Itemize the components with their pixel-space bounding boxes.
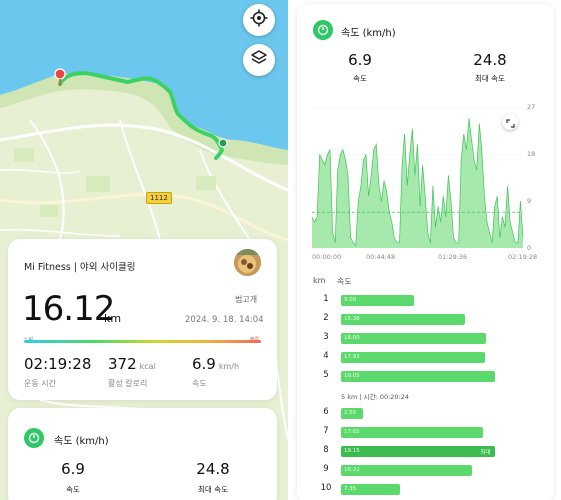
y-tick: 27 [527,103,536,111]
km-split-bar: 2.55 [341,408,363,419]
km-split-bar: 17.65 [341,427,484,438]
km-split-number: 8 [323,445,329,455]
expand-chart-button[interactable] [502,114,518,130]
speed-detail-panel: 속도 (km/h) 6.9 속도 24.8 최대 속도 27 18 9 0 00… [297,4,554,500]
speed-area [312,118,523,249]
location-label: 범고개 [235,295,258,304]
max-speed-value: 24.8 [473,51,507,69]
max-split-tag: 최대 [480,450,491,456]
km-split-number: 3 [323,332,329,342]
road-number-badge: 1112 [146,192,172,204]
segment-note: 5 km | 시간: 00:20:24 [341,393,410,401]
stat-speed-unit: km/h [218,362,240,371]
km-split-speed: 18.00 [344,335,360,341]
km-split-row[interactable]: 4 17.91 [297,350,554,364]
km-split-number: 4 [323,351,329,361]
stat-duration-value: 02:19:28 [24,355,92,373]
stat-duration-label: 운동 시간 [24,379,56,388]
stat-calories-label: 활성 칼로리 [108,379,148,388]
speed-panel-title: 속도 (km/h) [341,28,396,39]
km-split-bar: 18.00 [341,333,487,344]
max-speed-value: 24.8 [196,460,230,478]
km-split-number: 7 [323,426,329,436]
km-split-speed: 2.55 [344,410,357,416]
y-tick: 18 [527,150,536,158]
avatar[interactable] [234,249,261,276]
km-split-speed: 19.15 [344,448,360,454]
km-split-number: 6 [323,407,329,417]
distance-unit: km [104,312,122,325]
activity-summary-card: Mi Fitness | 야외 사이클링 16.12 km 범고개 2024. … [8,239,277,400]
km-split-number: 1 [323,294,329,304]
activity-title: Mi Fitness | 야외 사이클링 [24,262,136,273]
km-split-speed: 19.05 [344,373,360,379]
y-tick: 9 [527,197,532,205]
route-map[interactable] [0,0,288,500]
avg-speed-label: 속도 [353,74,367,83]
km-split-row[interactable]: 2 15.36 [297,312,554,326]
max-speed-label: 최대 속도 [475,74,505,83]
km-split-speed: 17.91 [344,354,360,360]
map-panel: 1112 Mi Fitness | 야외 사이클링 16.12 km 범고개 2… [0,0,288,500]
km-split-speed: 7.35 [344,486,357,492]
km-split-row[interactable]: 7 17.65 [297,425,554,439]
avg-speed-value: 6.9 [348,51,372,69]
km-split-speed: 17.65 [344,429,360,435]
stat-calories-value: 372 kcal [108,355,156,373]
distance-value: 16.12 [22,289,115,329]
km-split-row[interactable]: 6 2.55 [297,406,554,420]
locate-target-icon [250,9,268,31]
km-split-bar: 16.22 [341,465,472,476]
stat-calories-unit: kcal [139,362,156,371]
km-split-row[interactable]: 5 19.05 [297,369,554,383]
km-split-number: 5 [323,370,329,380]
km-split-bar: 7.35 [341,484,401,495]
km-split-row[interactable]: 10 7.35 [297,482,554,496]
km-column-header: km [313,276,326,285]
km-split-bar: 15.36 [341,314,465,325]
km-split-speed: 9.00 [344,297,357,303]
km-split-speed: 16.22 [344,467,360,473]
km-split-bar: 17.91 [341,352,486,363]
layers-button[interactable] [243,44,275,76]
max-speed-label: 최대 속도 [198,485,228,494]
stat-speed-value: 6.9 km/h [192,355,240,373]
layers-icon [250,49,268,71]
speedometer-icon [24,428,44,448]
speedometer-icon [313,20,333,40]
x-tick: 00:00:00 [312,253,342,261]
km-split-number: 2 [323,313,329,323]
speed-line [311,118,524,247]
avg-speed-value: 6.9 [61,460,85,478]
expand-icon [505,113,515,132]
km-split-row[interactable]: 9 16.22 [297,463,554,477]
speed-card-title: 속도 (km/h) [54,436,109,447]
km-split-number: 9 [323,464,329,474]
speed-card[interactable]: 속도 (km/h) 6.9 속도 24.8 최대 속도 [8,408,277,500]
speed-area-chart[interactable] [297,102,554,257]
km-split-number: 10 [320,483,332,493]
y-tick: 0 [527,244,532,252]
speed-gradient-bar [24,340,261,343]
x-tick: 00:44:48 [366,253,396,261]
x-tick: 02:19:28 [508,253,538,261]
km-split-row[interactable]: 8 19.15 최대 [297,444,554,458]
stat-speed-label: 속도 [192,379,207,388]
km-split-bar: 19.15 최대 [341,446,496,457]
km-split-bar: 9.00 [341,295,414,306]
x-tick: 01:29:36 [438,253,468,261]
speed-column-header: 속도 [337,277,352,286]
km-split-row[interactable]: 3 18.00 [297,331,554,345]
km-split-row[interactable]: 1 9.00 [297,293,554,307]
km-split-bar: 19.05 [341,371,495,382]
activity-date: 2024. 9. 18. 14:04 [185,315,264,325]
avg-speed-label: 속도 [66,485,80,494]
km-split-speed: 15.36 [344,316,360,322]
locate-button[interactable] [243,4,275,36]
